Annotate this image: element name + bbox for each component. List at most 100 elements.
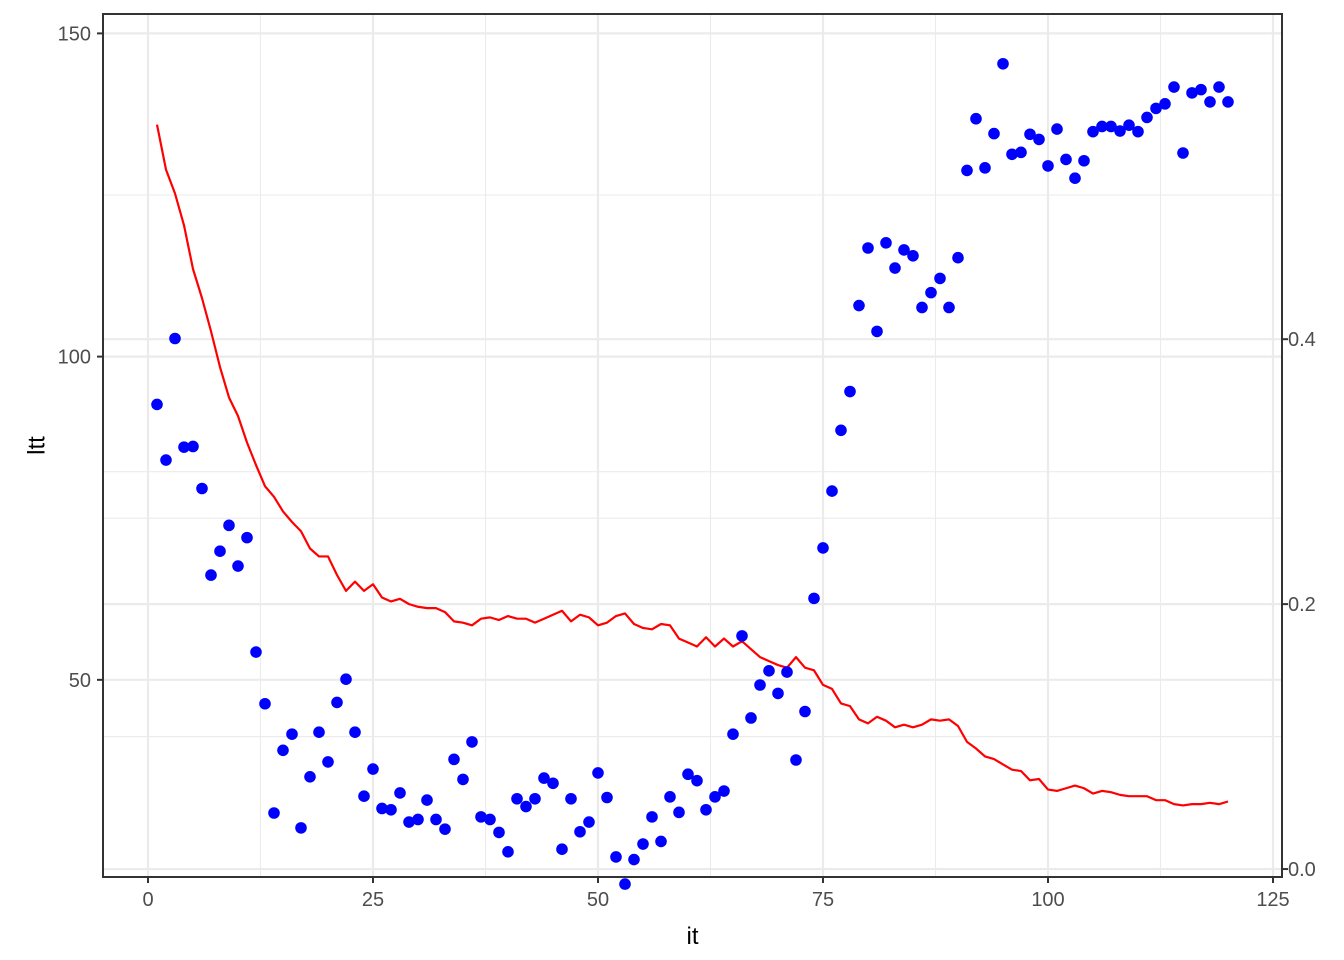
data-point [1042, 160, 1054, 172]
x-tick-label: 100 [1031, 889, 1064, 911]
y-tick-label: 150 [58, 23, 91, 45]
data-point [1213, 81, 1225, 93]
data-point [799, 705, 811, 718]
data-point [1078, 154, 1090, 167]
data-point [1222, 96, 1234, 108]
data-point [826, 485, 838, 497]
data-point [673, 806, 685, 819]
data-point [898, 244, 910, 256]
x-axis-title: it [687, 923, 699, 950]
data-point [619, 878, 631, 890]
data-point [556, 843, 568, 855]
data-point [718, 785, 730, 797]
data-point [295, 822, 307, 834]
data-point [178, 441, 190, 453]
data-point [637, 838, 649, 850]
data-point [727, 728, 739, 740]
data-point [1033, 133, 1045, 146]
y2-tick-label: 0.4 [1288, 329, 1316, 351]
x-tick-label: 0 [142, 889, 153, 911]
data-point [430, 813, 442, 826]
data-point [664, 791, 676, 803]
grid-minor [103, 14, 1282, 877]
data-point [853, 299, 865, 312]
y2-axis: 0.0 0.2 0.4 [1282, 329, 1316, 881]
data-point [259, 697, 271, 710]
data-point [493, 826, 505, 839]
y2-tick-label: 0.0 [1288, 859, 1316, 881]
data-point [979, 162, 991, 174]
data-point [241, 531, 253, 544]
data-point [835, 424, 847, 437]
data-point [808, 592, 820, 605]
y-tick-label: 100 [58, 347, 91, 369]
data-point [511, 792, 523, 805]
data-point [277, 744, 289, 757]
data-point [1051, 123, 1063, 135]
data-point [232, 560, 244, 572]
data-point [700, 803, 712, 816]
data-point [601, 791, 613, 804]
x-axis: 0 25 50 75 100 125 [142, 877, 1290, 911]
x-tick-label: 125 [1256, 889, 1289, 911]
data-point [394, 787, 406, 799]
data-point [862, 242, 874, 254]
data-point [817, 542, 829, 554]
data-point [304, 771, 316, 783]
data-point [538, 772, 550, 784]
data-point [583, 816, 595, 828]
data-point [1123, 119, 1135, 131]
data-point [754, 679, 766, 691]
data-point [790, 754, 802, 766]
data-point [682, 768, 694, 781]
data-point [403, 816, 415, 828]
data-point [997, 57, 1009, 70]
data-point [1132, 125, 1144, 138]
data-point [331, 696, 343, 709]
data-point [1186, 87, 1198, 99]
data-point [1024, 128, 1036, 141]
data-point [268, 807, 280, 819]
data-point [880, 237, 892, 249]
data-point [502, 845, 514, 858]
data-point [1195, 83, 1207, 96]
data-point [340, 673, 352, 685]
data-point [1105, 120, 1117, 133]
y-axis: 50 100 150 [58, 23, 103, 692]
data-point [223, 519, 235, 532]
x-tick-label: 50 [587, 889, 609, 911]
data-point [169, 332, 181, 345]
data-point [1087, 125, 1099, 138]
data-point [1150, 102, 1162, 115]
data-point [421, 794, 433, 806]
data-point [592, 767, 604, 779]
data-point [1096, 120, 1108, 133]
data-point [1177, 147, 1189, 159]
panel-border [102, 13, 1283, 878]
data-point [610, 851, 622, 863]
data-point [1060, 153, 1072, 166]
data-point [151, 398, 163, 411]
data-point [196, 482, 208, 495]
data-point [313, 726, 325, 738]
data-point [439, 823, 451, 835]
data-point [358, 790, 370, 802]
y-tick-label: 50 [69, 670, 91, 692]
data-point [1159, 98, 1171, 110]
data-point [250, 646, 262, 658]
data-point [475, 811, 487, 823]
data-point [745, 712, 757, 724]
data-point [736, 630, 748, 642]
data-point [322, 756, 334, 768]
data-point [1168, 81, 1180, 93]
data-point [187, 440, 199, 453]
x-tick-label: 25 [362, 889, 384, 911]
y2-tick-label: 0.2 [1288, 594, 1316, 616]
data-point [214, 545, 226, 557]
data-point [970, 112, 982, 125]
data-point [1204, 96, 1216, 108]
data-point [952, 251, 964, 264]
data-point [628, 853, 640, 866]
data-point [1069, 172, 1081, 184]
